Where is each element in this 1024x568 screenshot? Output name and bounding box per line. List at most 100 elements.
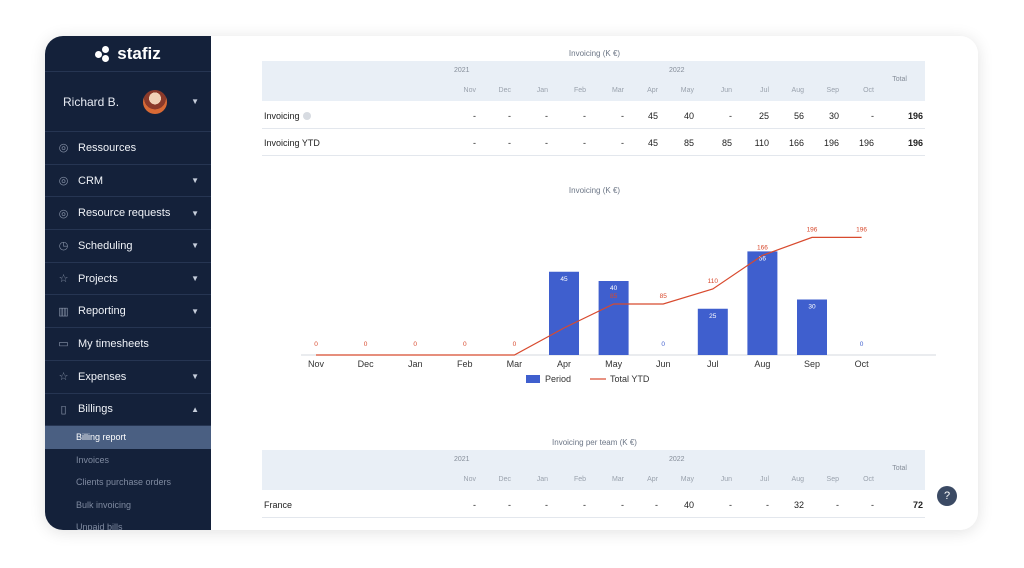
sidebar-nav: ◎ Ressources ◎ CRM ▼ ◎ Resource requests ▼ ◷ … — [45, 132, 211, 427]
table-cell: 45 — [647, 138, 658, 148]
billings-submenu: Billing report Invoices Clients purchase o… — [45, 426, 211, 530]
chevron-down-icon: ▼ — [191, 208, 199, 218]
submenu-item-clients-purchase-orders[interactable]: Clients purchase orders — [76, 477, 172, 488]
bar-period — [697, 308, 728, 355]
table-cell: - — [729, 500, 732, 510]
person-icon: ◎ — [58, 207, 69, 220]
sidebar-item-label: Projects — [78, 272, 118, 285]
zero-data-label: 0 — [860, 341, 864, 348]
x-tick-label: Oct — [855, 359, 870, 369]
line-data-label: 85 — [610, 293, 618, 300]
table-cell: 110 — [754, 138, 769, 148]
star-icon: ☆ — [58, 273, 69, 286]
calendar-icon: ▭ — [58, 338, 69, 351]
legend-period-swatch — [526, 375, 540, 383]
sidebar-item-projects[interactable]: ☆ Projects ▼ — [45, 263, 211, 296]
table-cell: 166 — [788, 138, 804, 148]
table-row: France - - - - - - 40 - - 32 - - 72 — [262, 491, 925, 518]
main-content: Invoicing (K €) 2021 2022 Nov Dec Jan Feb Ma… — [211, 36, 978, 530]
submenu-item-billing-report[interactable]: Billing report — [45, 426, 211, 449]
logo[interactable]: stafiz — [45, 36, 211, 72]
table-cell: 196 — [823, 138, 839, 148]
row-label-text: Invoicing YTD — [264, 138, 320, 148]
submenu-item-bulk-invoicing[interactable]: Bulk invoicing — [76, 499, 132, 510]
person-icon: ◎ — [58, 175, 69, 188]
table-cell: - — [508, 111, 511, 121]
table-cell: - — [583, 138, 586, 148]
app-window: stafiz Richard B. ▼ ◎ Ressources ◎ CRM ▼ ◎ … — [45, 36, 978, 530]
team-table-header: 2021 2022 Nov Dec Jan Feb Mar Apr May Jun Jul Aug… — [262, 450, 925, 490]
bar-period — [549, 271, 579, 355]
table-cell: - — [583, 500, 586, 510]
avatar — [143, 89, 168, 114]
month-header: Nov — [463, 87, 476, 94]
table-cell: - — [655, 500, 658, 510]
x-tick-label: Feb — [457, 359, 473, 369]
chevron-down-icon: ▼ — [191, 241, 199, 251]
submenu-item-unpaid-bills[interactable]: Unpaid bills — [76, 522, 123, 530]
sidebar-item-billings[interactable]: ▯ Billings ▲ — [45, 394, 211, 427]
sidebar-item-scheduling[interactable]: ◷ Scheduling ▼ — [45, 230, 211, 263]
table-cell: 85 — [721, 138, 732, 148]
sidebar-item-label: CRM — [78, 174, 104, 187]
table-cell: 40 — [683, 111, 694, 121]
star-icon: ☆ — [58, 371, 69, 384]
bar-data-label: 30 — [808, 304, 816, 311]
row-label-text: Invoicing — [264, 111, 300, 121]
user-name: Richard B. — [63, 94, 120, 109]
month-header: Dec — [498, 476, 511, 483]
table-cell: - — [545, 111, 548, 121]
submenu-item-invoices[interactable]: Invoices — [76, 454, 110, 465]
table-cell: 45 — [647, 111, 658, 121]
table-cell: 56 — [793, 111, 804, 121]
row-label: France — [264, 500, 292, 510]
x-tick-label: Dec — [358, 359, 375, 369]
month-header: Aug — [791, 87, 804, 94]
sidebar-item-label: Ressources — [78, 141, 137, 154]
month-header: Jul — [760, 476, 769, 483]
table-cell: - — [508, 138, 511, 148]
month-header: Mar — [611, 476, 624, 483]
sidebar-item-ressources[interactable]: ◎ Ressources — [45, 132, 211, 165]
table-cell: - — [508, 500, 511, 510]
month-header: Aug — [791, 476, 804, 483]
x-tick-label: Nov — [308, 359, 325, 369]
legend-period-label: Period — [545, 374, 571, 384]
sidebar-item-resource-requests[interactable]: ◎ Resource requests ▼ — [45, 197, 211, 231]
chart-title: Invoicing (K €) — [568, 186, 621, 195]
invoicing-chart: 0 Nov 0 Dec 0 Jan 0 Feb 0 Mar 45 Apr 40 May 0 Jun 25 Jul 5… — [301, 226, 936, 384]
chevron-down-icon: ▼ — [191, 372, 199, 382]
x-tick-label: May — [605, 359, 623, 369]
x-tick-label: Mar — [507, 359, 523, 369]
row-total: 72 — [912, 500, 923, 510]
info-icon[interactable] — [302, 112, 311, 120]
month-header: Feb — [573, 87, 586, 94]
table-cell: - — [621, 138, 624, 148]
help-icon[interactable]: ? — [937, 486, 957, 506]
invoicing-table-title: Invoicing (K €) — [568, 49, 621, 58]
table-cell: - — [473, 500, 476, 510]
table-cell: - — [871, 111, 874, 121]
sidebar-item-my-timesheets[interactable]: ▭ My timesheets — [45, 328, 211, 361]
month-header: Jul — [760, 87, 769, 94]
table-cell: - — [545, 500, 548, 510]
month-header: Sep — [826, 476, 839, 483]
user-menu[interactable]: Richard B. ▼ — [45, 72, 211, 132]
sidebar-item-label: Scheduling — [78, 239, 133, 252]
chevron-down-icon: ▼ — [191, 97, 199, 106]
x-tick-label: Jul — [707, 359, 719, 369]
table-cell: 25 — [758, 111, 769, 121]
month-header: Jan — [536, 476, 548, 483]
stafiz-logo-icon — [95, 45, 111, 62]
sidebar-item-expenses[interactable]: ☆ Expenses ▼ — [45, 361, 211, 394]
table-cell: - — [473, 138, 476, 148]
chevron-down-icon: ▼ — [191, 274, 199, 284]
sidebar-item-reporting[interactable]: ▥ Reporting ▼ — [45, 295, 211, 329]
legend-ytd-label: Total YTD — [610, 374, 650, 384]
table-cell: 40 — [683, 500, 694, 510]
zero-data-label: 0 — [661, 341, 665, 348]
team-table-title: Invoicing per team (K €) — [552, 438, 637, 447]
logo-text: stafiz — [117, 43, 161, 63]
line-total-ytd — [316, 236, 862, 356]
sidebar-item-crm[interactable]: ◎ CRM ▼ — [45, 165, 211, 198]
